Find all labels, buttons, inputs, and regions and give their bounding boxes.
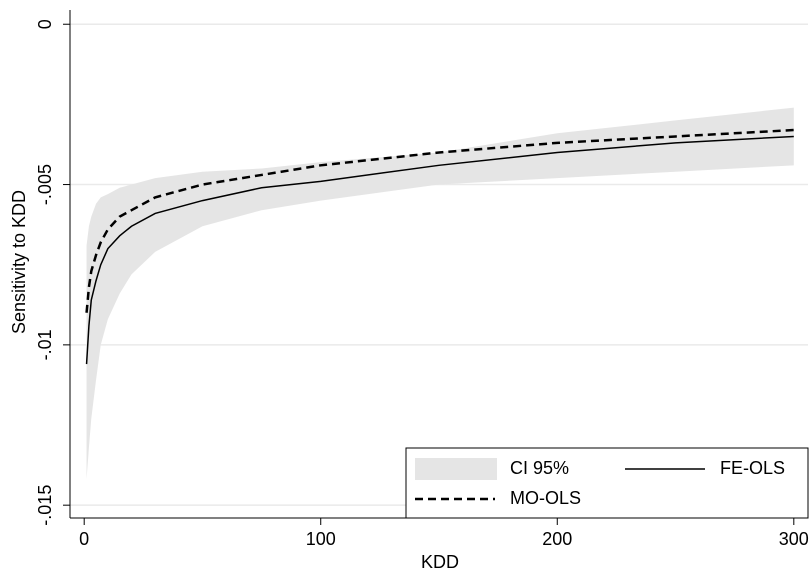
y-tick-label: 0 xyxy=(35,19,55,29)
x-tick-label: 100 xyxy=(306,529,336,549)
y-tick-label: -.005 xyxy=(35,164,55,205)
x-tick-label: 200 xyxy=(542,529,572,549)
series-line xyxy=(85,135,794,365)
legend-label: CI 95% xyxy=(510,458,569,478)
x-axis-title: KDD xyxy=(421,552,459,571)
legend-label: MO-OLS xyxy=(510,488,581,508)
series-line xyxy=(85,128,794,313)
x-tick-label: 300 xyxy=(779,529,809,549)
legend-swatch xyxy=(415,458,497,480)
ci-band xyxy=(86,107,794,480)
y-tick-label: -.01 xyxy=(35,329,55,360)
legend-label: FE-OLS xyxy=(720,458,785,478)
y-tick-label: -.015 xyxy=(35,485,55,526)
x-tick-label: 0 xyxy=(79,529,89,549)
y-axis-title: Sensitivity to KDD xyxy=(9,190,29,334)
